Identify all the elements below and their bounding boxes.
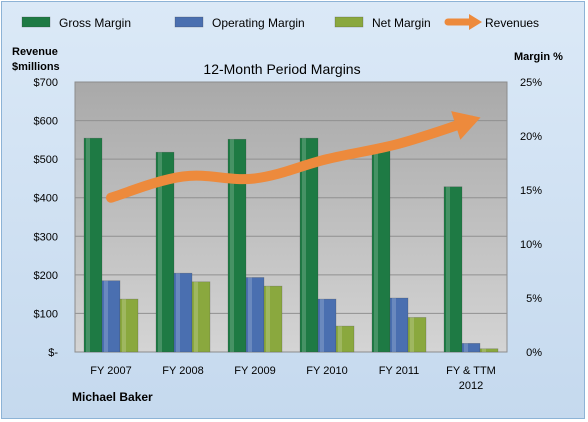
chart-title: 12-Month Period Margins (203, 61, 360, 77)
legend-swatch-net-margin (334, 16, 364, 28)
bar-highlight (446, 186, 450, 352)
bar-highlight (176, 273, 180, 352)
bar-operating-margin (461, 343, 481, 353)
right-axis-title: Margin % (514, 51, 563, 63)
revenues-line (106, 115, 476, 203)
legend-label: Net Margin (372, 16, 431, 30)
category-label: FY 2011 (379, 365, 420, 377)
legend-swatch-gross-margin (21, 16, 51, 28)
left-tick-label: $200 (34, 270, 58, 282)
bar-highlight (248, 277, 252, 352)
left-tick-label: $400 (34, 193, 58, 205)
plot-area (74, 81, 508, 353)
bar-net-margin (119, 298, 139, 353)
category-label: FY 2010 (306, 365, 347, 377)
left-axis-title-line1: Revenue (12, 46, 58, 58)
left-tick-label: $100 (34, 308, 58, 320)
legend-label: Revenues (485, 16, 539, 30)
bar-highlight (482, 348, 486, 352)
bar-gross-margin (443, 186, 463, 353)
bar-highlight (266, 286, 270, 352)
bar-highlight (158, 152, 162, 352)
revenues-arrowhead (451, 111, 481, 140)
category-label-line: FY & TTM (446, 365, 496, 377)
right-tick-label: 25% (520, 77, 542, 89)
bar-highlight (230, 139, 234, 352)
left-tick-label: $600 (34, 116, 58, 128)
left-tick-label: $500 (34, 154, 58, 166)
bar-net-margin (263, 285, 283, 353)
bar-net-margin (407, 317, 427, 353)
bar-highlight (104, 280, 108, 352)
bar-net-margin (191, 281, 211, 353)
bar-gross-margin (155, 151, 175, 353)
right-tick-label: 0% (526, 347, 542, 359)
category-label-line: 2012 (459, 380, 483, 392)
bar-gross-margin (227, 138, 247, 353)
bar-gross-margin (83, 137, 103, 353)
legend-swatch-operating-margin (174, 16, 204, 28)
right-tick-label: 15% (520, 185, 542, 197)
right-tick-label: 10% (520, 239, 542, 251)
bar-highlight (86, 138, 90, 352)
left-tick-label: $- (48, 347, 58, 359)
bar-operating-margin (317, 298, 337, 353)
bar-highlight (464, 343, 468, 352)
right-tick-label: 5% (526, 293, 542, 305)
legend-label: Operating Margin (212, 16, 305, 30)
left-tick-label: $700 (34, 77, 58, 89)
bar-highlight (320, 299, 324, 352)
bar-net-margin (479, 348, 499, 353)
left-tick-label: $300 (34, 231, 58, 243)
legend-arrowhead (469, 14, 482, 30)
bar-highlight (410, 317, 414, 352)
bar-highlight (194, 281, 198, 352)
right-tick-label: 20% (520, 131, 542, 143)
bar-highlight (122, 299, 126, 352)
category-label: FY 2009 (234, 365, 275, 377)
legend-label: Gross Margin (59, 16, 131, 30)
caption: Michael Baker (72, 390, 153, 404)
bar-highlight (374, 148, 378, 352)
bar-highlight (338, 326, 342, 352)
bar-gross-margin (299, 137, 319, 353)
left-axis-title-line2: $millions (12, 61, 60, 73)
bar-highlight (392, 298, 396, 352)
bar-highlight (302, 138, 306, 352)
category-label: FY 2008 (162, 365, 203, 377)
category-label: FY 2007 (90, 365, 131, 377)
bar-net-margin (335, 325, 355, 353)
